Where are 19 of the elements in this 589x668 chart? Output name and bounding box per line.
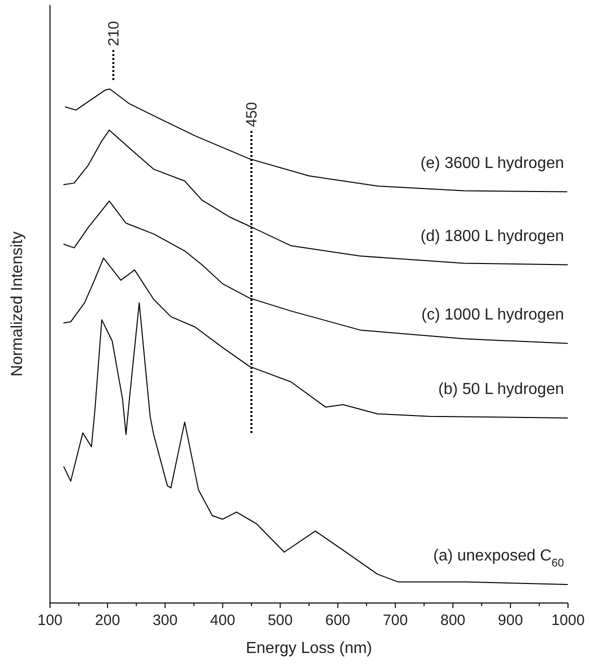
ref-line-label: 210	[105, 20, 122, 46]
x-tick-label: 700	[382, 612, 408, 629]
x-tick-label: 500	[268, 612, 293, 629]
x-tick-label: 1000	[551, 612, 585, 629]
series-label: (e) 3600 L hydrogen	[420, 154, 564, 172]
x-axis-title: Energy Loss (nm)	[246, 640, 372, 657]
series-label: (c) 1000 L hydrogen	[421, 306, 564, 324]
x-tick-label: 200	[95, 612, 120, 629]
x-tick-label: 300	[152, 612, 178, 629]
x-tick-label: 800	[440, 612, 466, 629]
x-tick-label: 400	[210, 612, 236, 629]
ref-line-label: 450	[243, 102, 260, 127]
x-tick-label: 900	[498, 612, 523, 629]
series-label: (d) 1800 L hydrogen	[420, 228, 564, 245]
series-label: (a) unexposed C$_{60}$	[433, 547, 564, 570]
series-label: (b) 50 L hydrogen	[438, 380, 564, 398]
x-tick-label: 100	[37, 612, 63, 629]
y-axis-title: Normalized Intensity	[9, 232, 26, 376]
x-tick-label: 600	[325, 612, 350, 629]
